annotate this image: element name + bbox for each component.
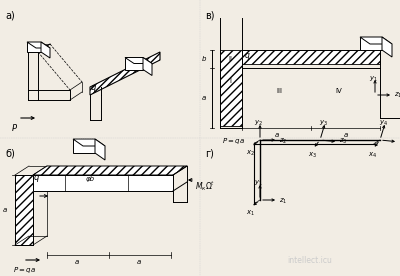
Text: q: q (245, 51, 250, 60)
Polygon shape (220, 50, 242, 126)
Text: $M_к\Omega^t$: $M_к\Omega^t$ (195, 179, 215, 193)
Text: $x_2$: $x_2$ (246, 149, 255, 158)
Polygon shape (41, 42, 50, 58)
Polygon shape (27, 42, 50, 48)
Polygon shape (73, 139, 95, 153)
Polygon shape (95, 139, 105, 160)
Text: a): a) (5, 10, 15, 20)
Text: $P=qa$: $P=qa$ (13, 265, 36, 275)
Text: $z_1$: $z_1$ (279, 197, 287, 206)
Text: P: P (12, 124, 17, 133)
Text: III: III (276, 88, 282, 94)
Polygon shape (143, 57, 152, 76)
Text: $x_3$: $x_3$ (308, 151, 317, 160)
Text: $y_3$: $y_3$ (319, 119, 328, 128)
Text: $P=qa$: $P=qa$ (222, 136, 245, 146)
Text: $x_1$: $x_1$ (246, 209, 255, 218)
Polygon shape (125, 57, 143, 70)
Text: IV: IV (335, 88, 342, 94)
Text: intellect.icu: intellect.icu (288, 256, 332, 265)
Polygon shape (360, 37, 392, 44)
Polygon shape (73, 139, 105, 146)
Polygon shape (15, 175, 33, 245)
Text: $y_2$: $y_2$ (254, 119, 262, 128)
Text: $z_1$: $z_1$ (394, 91, 400, 100)
Polygon shape (242, 50, 380, 64)
Text: $z_2$: $z_2$ (279, 136, 287, 146)
Polygon shape (27, 42, 41, 52)
Text: г): г) (205, 148, 214, 158)
Text: б): б) (5, 148, 15, 158)
Text: $z_3$: $z_3$ (339, 137, 348, 146)
Polygon shape (125, 57, 152, 63)
Text: a: a (274, 132, 279, 138)
Text: II: II (228, 56, 232, 62)
Text: $y_1$: $y_1$ (368, 75, 378, 84)
Text: q: q (34, 173, 39, 182)
Text: b: b (202, 56, 206, 62)
Polygon shape (33, 166, 187, 175)
Text: в): в) (205, 10, 214, 20)
Polygon shape (33, 175, 173, 191)
Polygon shape (90, 52, 160, 95)
Text: $y_4$: $y_4$ (379, 119, 388, 128)
Text: $y_1$: $y_1$ (254, 179, 262, 188)
Text: q: q (91, 83, 96, 92)
Text: a: a (202, 95, 206, 101)
Text: a: a (3, 207, 7, 213)
Polygon shape (360, 37, 382, 50)
Text: a: a (344, 132, 348, 138)
Text: $z_4$: $z_4$ (399, 137, 400, 146)
Polygon shape (382, 37, 392, 57)
Text: a: a (75, 259, 79, 265)
Text: φb: φb (86, 176, 95, 182)
Text: I: I (229, 78, 231, 84)
Text: a: a (137, 259, 141, 265)
Text: $x_4$: $x_4$ (368, 151, 377, 160)
